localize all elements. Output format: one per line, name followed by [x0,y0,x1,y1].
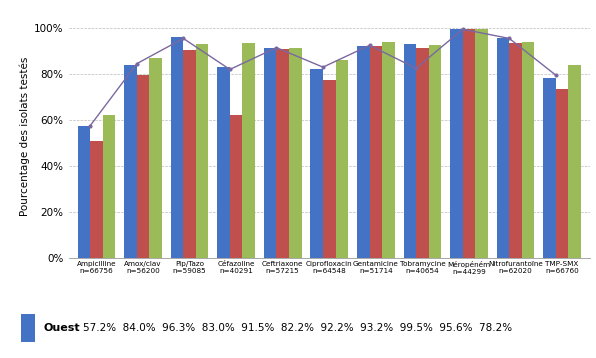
Bar [311,69,323,258]
Bar [289,48,302,258]
Bar [277,49,289,258]
Text: Ouest: Ouest [44,323,80,333]
Bar [124,65,136,258]
Bar [230,115,243,258]
Bar [496,38,509,258]
Bar [170,37,184,258]
Bar [150,58,162,258]
Bar [218,67,230,258]
Bar [20,314,35,342]
Bar [543,78,556,258]
Bar [370,47,382,258]
Bar [357,46,370,258]
Bar [450,29,462,258]
Bar [509,43,522,258]
Bar [196,44,209,258]
Bar [569,65,581,258]
Bar [264,48,277,258]
Bar [243,43,255,258]
Bar [429,45,441,258]
Bar [522,42,535,258]
Y-axis label: Pourcentage des isolats testés: Pourcentage des isolats testés [20,56,30,216]
Bar [77,126,90,258]
Bar [336,60,348,258]
Bar [416,48,429,258]
Bar [184,50,196,258]
Bar [103,115,116,258]
Bar [475,29,488,258]
Bar [90,141,103,258]
Bar [556,89,569,258]
Bar [382,42,395,258]
Bar [403,44,416,258]
Bar [462,29,475,258]
Text: 57.2%  84.0%  96.3%  83.0%  91.5%  82.2%  92.2%  93.2%  99.5%  95.6%  78.2%: 57.2% 84.0% 96.3% 83.0% 91.5% 82.2% 92.2… [83,323,513,333]
Bar [136,75,150,258]
Bar [323,80,336,258]
